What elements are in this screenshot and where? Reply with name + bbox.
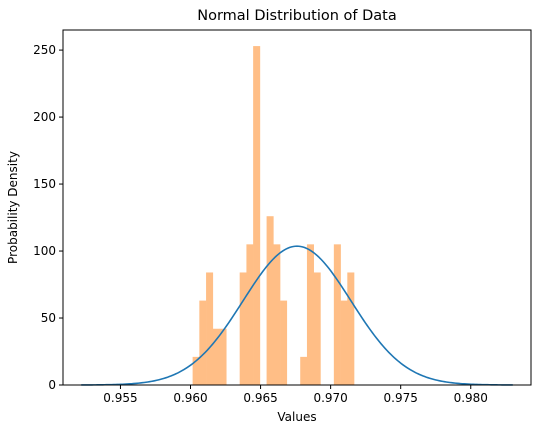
y-tick-label: 200 — [33, 110, 56, 124]
y-tick-label: 150 — [33, 177, 56, 191]
histogram-bar — [280, 300, 288, 385]
x-tick-label: 0.980 — [454, 391, 488, 405]
x-tick-label: 0.970 — [313, 391, 347, 405]
y-axis-label: Probability Density — [6, 151, 20, 264]
x-tick-label: 0.960 — [173, 391, 207, 405]
y-tick-label: 250 — [33, 43, 56, 57]
histogram-bar — [347, 272, 355, 385]
chart-title: Normal Distribution of Data — [197, 8, 396, 24]
histogram-bar — [219, 328, 227, 385]
histogram-bar — [300, 356, 308, 385]
x-tick-label: 0.955 — [103, 391, 137, 405]
histogram-bar — [333, 244, 341, 385]
histogram-bar — [246, 244, 254, 385]
x-tick-label: 0.965 — [243, 391, 277, 405]
histogram-bars — [192, 46, 355, 385]
histogram-bar — [212, 328, 220, 385]
histogram-bar — [273, 244, 281, 385]
histogram-bar — [266, 216, 274, 385]
y-axis-ticks: 0 50 100 150 200 250 — [33, 43, 63, 392]
histogram-bar — [340, 300, 348, 385]
histogram-bar — [206, 272, 214, 385]
x-axis-ticks: 0.955 0.960 0.965 0.970 0.975 0.980 — [103, 385, 488, 405]
histogram-bar — [199, 300, 207, 385]
histogram-bar — [239, 272, 247, 385]
histogram-bar — [192, 356, 200, 385]
y-tick-label: 50 — [41, 311, 56, 325]
plot-frame — [62, 29, 532, 386]
x-tick-label: 0.975 — [384, 391, 418, 405]
histogram-bar — [306, 244, 314, 385]
density-curve-layer — [81, 245, 513, 386]
y-tick-label: 100 — [33, 244, 56, 258]
y-tick-label: 0 — [48, 378, 56, 392]
normal-pdf-curve — [81, 245, 513, 386]
histogram-bar — [313, 272, 321, 385]
x-axis-label: Values — [277, 410, 316, 424]
histogram-bar — [253, 46, 261, 385]
